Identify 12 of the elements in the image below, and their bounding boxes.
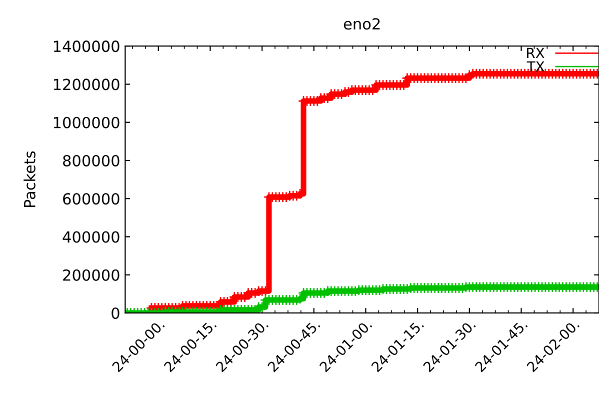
y-axis-title: Packets bbox=[24, 151, 36, 208]
legend-label: TX bbox=[526, 61, 544, 72]
y-tick-label: 200000 bbox=[63, 269, 120, 281]
y-tick-label: 800000 bbox=[63, 154, 120, 166]
y-tick-label: 1000000 bbox=[54, 116, 120, 128]
chart-title: eno2 bbox=[344, 18, 380, 30]
y-tick-label: 0 bbox=[112, 307, 120, 320]
y-tick-label: 400000 bbox=[62, 231, 120, 243]
y-tick-label: 1400000 bbox=[54, 40, 120, 52]
series-label: RX bbox=[527, 48, 544, 58]
y-tick-label: 600000 bbox=[63, 193, 120, 205]
y-tick-label: 1200000 bbox=[54, 78, 120, 90]
